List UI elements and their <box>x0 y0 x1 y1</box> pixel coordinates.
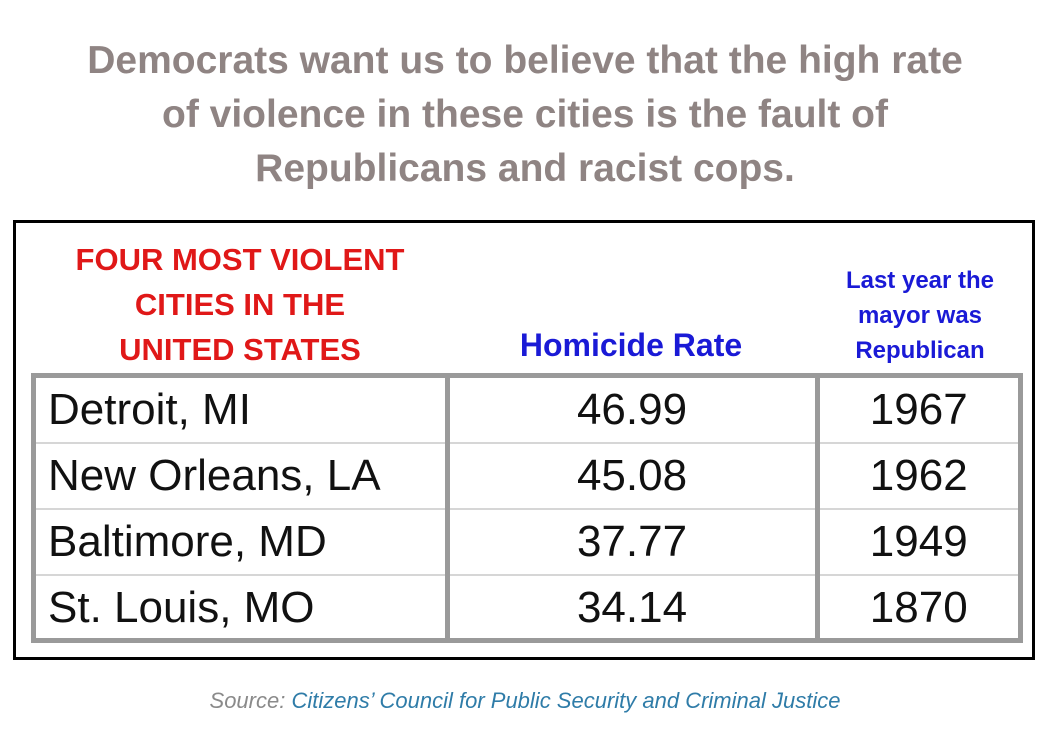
headline-line-2: of violence in these cities is the fault… <box>162 93 888 136</box>
column-header-year-line-2: mayor was <box>857 302 983 329</box>
year-cell: 1962 <box>817 443 1018 510</box>
table-row: Detroit, MI 46.99 1967 <box>36 378 1018 444</box>
table-title: FOUR MOST VIOLENT CITIES IN THE UNITED S… <box>40 237 440 372</box>
table-frame: FOUR MOST VIOLENT CITIES IN THE UNITED S… <box>13 220 1035 660</box>
table-row: St. Louis, MO 34.14 1870 <box>36 575 1018 640</box>
headline-line-3: Republicans and racist cops. <box>255 147 795 190</box>
source-organization: Citizens’ Council for Public Security an… <box>291 688 841 713</box>
source-label: Source: <box>209 688 286 713</box>
column-header-last-republican-year: Last year the mayor was Republican <box>822 263 1018 368</box>
city-cell: St. Louis, MO <box>36 575 450 640</box>
year-cell: 1967 <box>817 378 1018 444</box>
headline: Democrats want us to believe that the hi… <box>0 34 1050 196</box>
column-header-year-line-1: Last year the <box>845 267 995 294</box>
source-credit: Source: Citizens’ Council for Public Sec… <box>0 688 1050 714</box>
homicide-rate-cell: 45.08 <box>447 443 820 510</box>
table-row: New Orleans, LA 45.08 1962 <box>36 443 1018 510</box>
city-cell: Baltimore, MD <box>36 509 450 576</box>
city-cell: Detroit, MI <box>36 378 450 444</box>
table-title-line-1: FOUR MOST VIOLENT <box>75 242 405 277</box>
homicide-rate-cell: 46.99 <box>447 378 820 444</box>
column-header-year-line-3: Republican <box>855 337 985 364</box>
homicide-rate-cell: 34.14 <box>447 575 820 640</box>
year-cell: 1870 <box>869 583 968 632</box>
headline-line-1: Democrats want us to believe that the hi… <box>87 39 963 82</box>
homicide-rate-cell: 37.77 <box>447 509 820 576</box>
table-row: Baltimore, MD 37.77 1949 <box>36 509 1018 576</box>
table-title-line-2: CITIES IN THE <box>134 287 346 322</box>
cities-table: Detroit, MI 46.99 1967 New Orleans, LA 4… <box>31 373 1023 643</box>
cities-table-grid: Detroit, MI 46.99 1967 New Orleans, LA 4… <box>36 378 1018 640</box>
city-cell: New Orleans, LA <box>36 443 450 510</box>
column-header-homicide-rate: Homicide Rate <box>519 327 743 363</box>
table-title-line-3: UNITED STATES <box>119 332 361 367</box>
year-cell: 1949 <box>817 509 1018 576</box>
